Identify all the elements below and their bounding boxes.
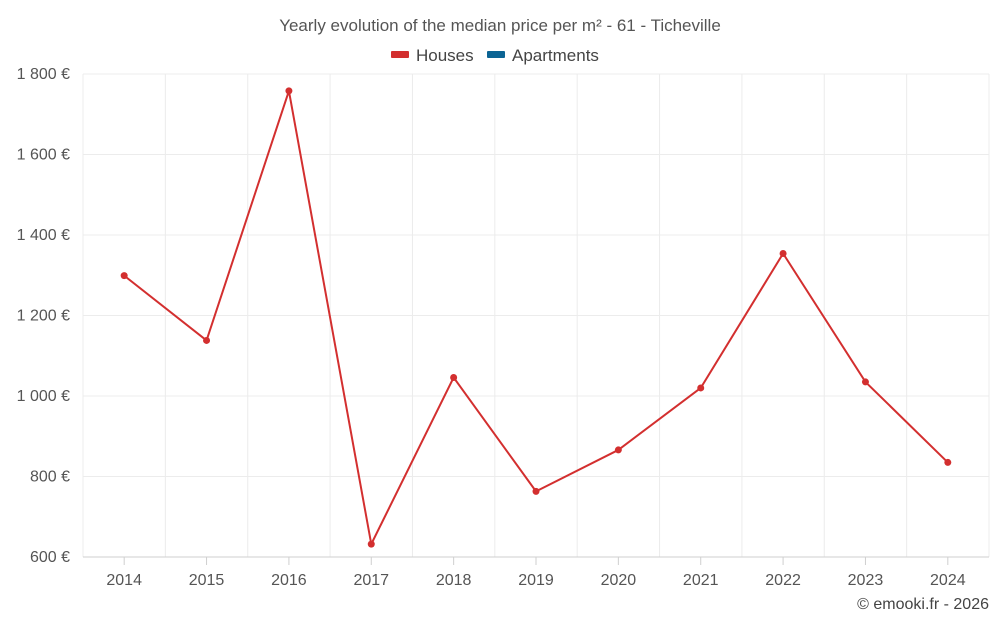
x-tick-label: 2015 xyxy=(189,572,225,589)
y-tick-label: 1 000 € xyxy=(17,388,70,405)
data-point-houses-2017[interactable] xyxy=(367,540,375,548)
legend-label-apartments: Apartments xyxy=(512,46,599,65)
data-point-houses-2022[interactable] xyxy=(779,250,787,258)
x-tick-label: 2024 xyxy=(930,572,966,589)
legend-swatch-apartments xyxy=(487,51,505,58)
x-tick-label: 2018 xyxy=(436,572,472,589)
y-axis: 600 € 800 € 1 000 € 1 200 € 1 400 € 1 600 € 1 … xyxy=(17,66,70,566)
x-tick-label: 2016 xyxy=(271,572,307,589)
x-tick-label: 2020 xyxy=(601,572,637,589)
y-tick-label: 1 600 € xyxy=(17,147,70,164)
grid xyxy=(82,73,990,557)
x-axis: 2014 2015 2016 2017 2018 2019 2020 2021 2022 2023… xyxy=(83,556,989,589)
legend-label-houses: Houses xyxy=(416,46,474,65)
y-tick-label: 1 200 € xyxy=(17,308,70,325)
data-point-houses-2019[interactable] xyxy=(532,487,540,495)
x-tick-label: 2021 xyxy=(683,572,719,589)
y-tick-label: 1 800 € xyxy=(17,66,70,83)
y-tick-label: 1 400 € xyxy=(17,227,70,244)
chart-title: Yearly evolution of the median price per… xyxy=(279,16,721,35)
legend-swatch-houses xyxy=(391,51,409,58)
data-point-houses-2015[interactable] xyxy=(203,336,211,344)
x-tick-label: 2019 xyxy=(518,572,554,589)
x-tick-label: 2023 xyxy=(848,572,884,589)
data-point-houses-2014[interactable] xyxy=(120,272,128,280)
legend-item-apartments[interactable]: Apartments xyxy=(487,46,599,65)
credit-text: © emooki.fr - 2026 xyxy=(857,596,989,613)
y-tick-label: 800 € xyxy=(30,469,70,486)
x-tick-label: 2017 xyxy=(353,572,389,589)
data-point-houses-2018[interactable] xyxy=(450,373,458,381)
series-layer xyxy=(120,87,952,548)
legend-item-houses[interactable]: Houses xyxy=(391,46,474,65)
x-tick-label: 2014 xyxy=(106,572,142,589)
data-point-houses-2024[interactable] xyxy=(944,458,952,466)
data-point-houses-2016[interactable] xyxy=(285,87,293,95)
y-tick-label: 600 € xyxy=(30,549,70,566)
data-point-houses-2023[interactable] xyxy=(861,378,869,386)
x-tick-label: 2022 xyxy=(765,572,801,589)
legend[interactable]: Houses Apartments xyxy=(391,46,599,65)
data-point-houses-2021[interactable] xyxy=(697,384,705,392)
data-point-houses-2020[interactable] xyxy=(614,446,622,454)
